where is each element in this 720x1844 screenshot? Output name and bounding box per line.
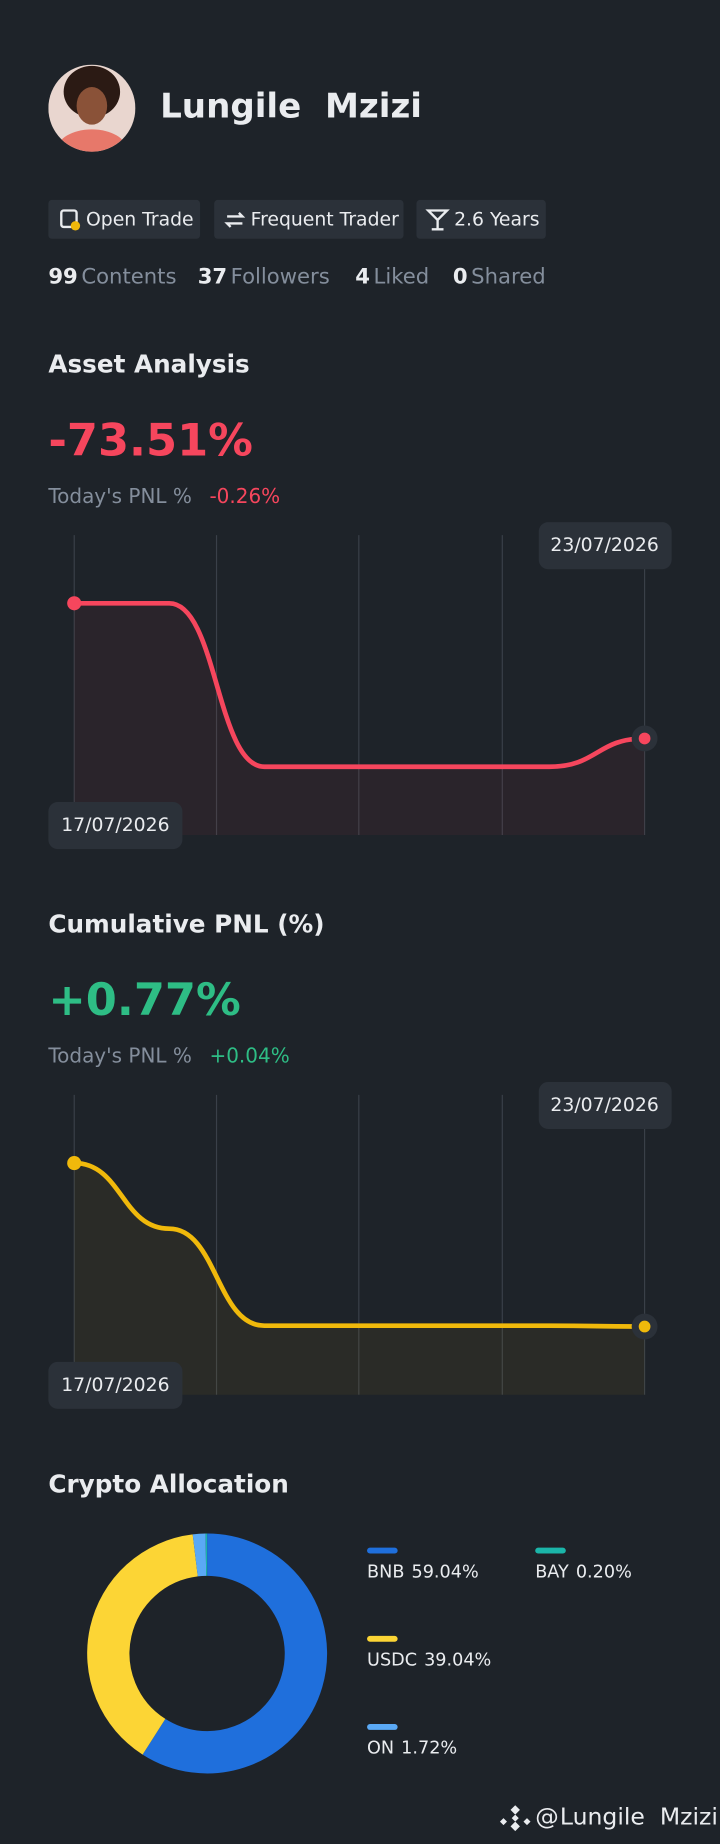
- area: [74, 1163, 645, 1395]
- slice: [87, 1534, 199, 1755]
- stat-label: Contents: [81, 264, 176, 289]
- point: [638, 1320, 651, 1333]
- badge-label: Open Trade: [86, 209, 194, 230]
- section-title: Cumulative PNL (%): [48, 910, 324, 939]
- section-title: Crypto Allocation: [48, 1469, 289, 1498]
- date-label: 17/07/2026: [61, 1375, 169, 1396]
- badge-label: Frequent Trader: [251, 209, 399, 230]
- legend-value: 0.20%: [576, 1562, 632, 1582]
- stat-label: Followers: [231, 264, 330, 289]
- point: [67, 1156, 82, 1171]
- badge-label: 2.6 Years: [454, 209, 539, 230]
- today-value: +0.04%: [209, 1044, 289, 1068]
- badge: Frequent Trader: [214, 199, 404, 239]
- section-title: Asset Analysis: [48, 350, 249, 379]
- footer-name: Lungile Mzizi: [560, 1803, 718, 1831]
- stat: 99 Contents: [48, 264, 176, 289]
- point: [638, 732, 651, 745]
- stat-label: Liked: [374, 264, 430, 289]
- date-tag: [538, 522, 672, 570]
- legend-entry: BAY 0.20%: [535, 1562, 632, 1582]
- stat: 4 Liked: [355, 264, 429, 289]
- footer: @ Lungile Mzizi: [499, 1803, 718, 1832]
- headline: +0.77%: [48, 974, 240, 1026]
- legend-value: 1.72%: [401, 1739, 457, 1759]
- today-label: Today's PNL %: [47, 1044, 192, 1068]
- date-label: 17/07/2026: [61, 815, 169, 836]
- date-tag: [48, 802, 183, 850]
- badge: Open Trade: [48, 199, 201, 239]
- today-label: Today's PNL %: [47, 484, 192, 508]
- date-label: 23/07/2026: [550, 535, 658, 556]
- headline: -73.51%: [48, 414, 253, 466]
- legend-value: 59.04%: [411, 1562, 478, 1582]
- stat-value: 99: [48, 264, 77, 289]
- legend-swatch: [367, 1547, 398, 1554]
- line: [74, 1160, 645, 1329]
- stat: 37 Followers: [198, 264, 330, 289]
- legend-entry: USDC 39.04%: [367, 1651, 491, 1671]
- line: [74, 600, 645, 770]
- legend-name: BAY: [535, 1562, 569, 1582]
- legend-swatch: [367, 1635, 398, 1642]
- avatar[interactable]: [48, 64, 136, 172]
- date-tag: [48, 1361, 183, 1409]
- stat: 0 Shared: [453, 264, 546, 289]
- legend-name: BNB: [367, 1562, 404, 1582]
- footer-prefix: @: [535, 1803, 559, 1831]
- slice: [142, 1533, 328, 1774]
- legend-name: USDC: [367, 1651, 417, 1671]
- date-tag: [538, 1081, 672, 1129]
- stat-label: Shared: [471, 264, 545, 289]
- legend-swatch: [535, 1547, 566, 1554]
- legend-name: ON: [367, 1739, 394, 1759]
- legend-value: 39.04%: [424, 1651, 491, 1671]
- legend-entry: BNB 59.04%: [367, 1562, 479, 1582]
- badge: 2.6 Years: [416, 199, 546, 239]
- stat-value: 4: [355, 264, 370, 289]
- today-value: -0.26%: [209, 484, 280, 508]
- area: [74, 603, 645, 835]
- legend-entry: ON 1.72%: [367, 1739, 457, 1759]
- point: [67, 596, 82, 611]
- stat-value: 0: [453, 264, 468, 289]
- user-name: Lungile Mzizi: [160, 87, 422, 127]
- slice: [192, 1533, 207, 1577]
- legend-swatch: [367, 1724, 398, 1730]
- stat-value: 37: [198, 264, 227, 289]
- date-label: 23/07/2026: [550, 1095, 658, 1116]
